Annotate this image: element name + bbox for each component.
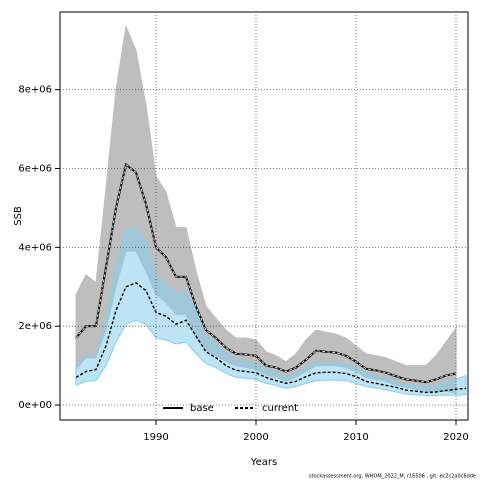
confidence-band xyxy=(75,24,457,394)
x-axis-label: Years xyxy=(250,457,277,468)
y-tick-label: 2e+06 xyxy=(18,321,52,332)
footer: stockassessment.org, WHOM_2022_M, r16506… xyxy=(309,474,476,480)
y-tick-label: 4e+06 xyxy=(18,242,52,253)
confidence-band xyxy=(75,227,467,397)
x-tick-label: 2020 xyxy=(443,432,468,443)
x-tick-label: 2010 xyxy=(343,432,368,443)
y-tick-label: 0e+00 xyxy=(18,400,52,411)
x-tick-label: 2000 xyxy=(243,432,268,443)
plot-frame xyxy=(59,11,469,421)
line xyxy=(75,163,457,383)
y-tick-label: 8e+06 xyxy=(18,85,52,96)
y-axis-label: SSB xyxy=(13,206,24,226)
x-tick-label: 1990 xyxy=(143,432,168,443)
line xyxy=(75,282,467,394)
legend-label: base xyxy=(190,403,214,414)
legend-label: current xyxy=(262,403,298,414)
y-tick-label: 6e+06 xyxy=(18,163,52,174)
